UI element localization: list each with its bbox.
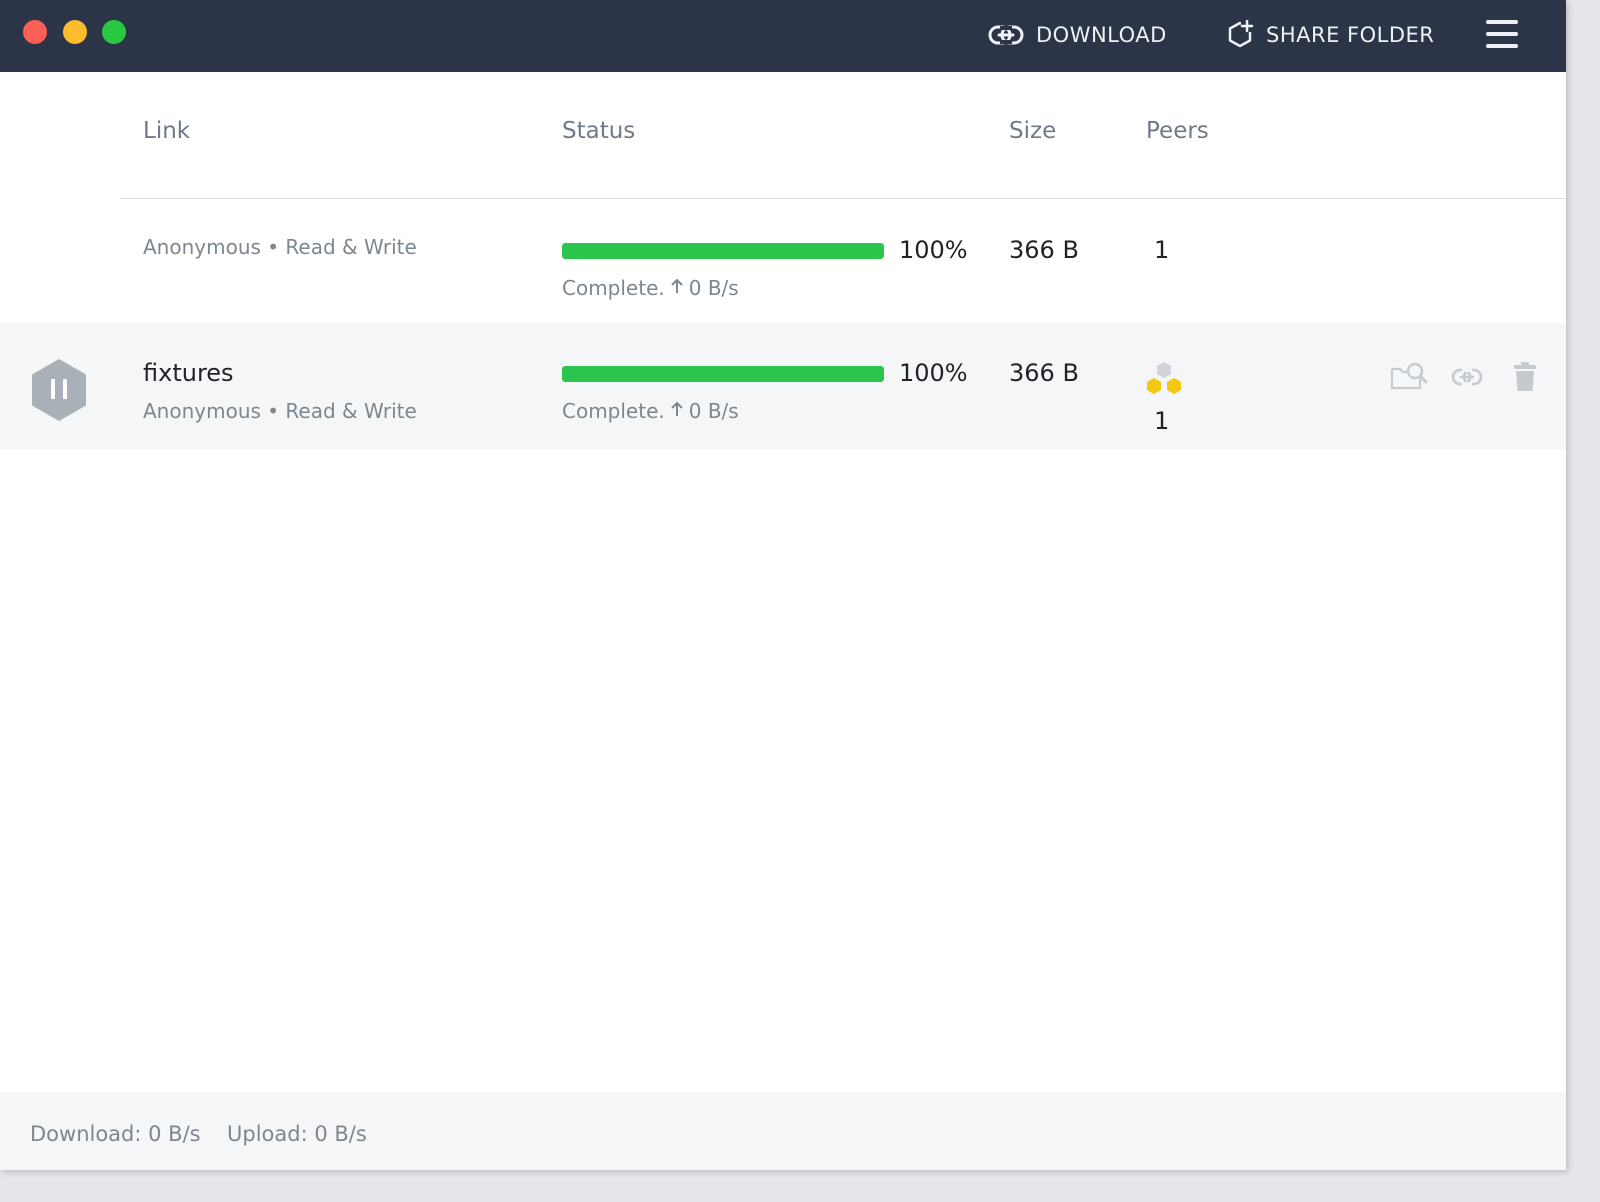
share-folder-button-label: SHARE FOLDER (1266, 23, 1435, 47)
window-zoom-button[interactable] (102, 20, 126, 44)
title-bar: DOWNLOAD SHARE FOLDER (0, 0, 1566, 72)
size-value: 366 B (1009, 236, 1079, 264)
peers-count: 1 (1154, 407, 1170, 435)
arrow-up-icon (669, 399, 685, 423)
share-folder-button[interactable]: SHARE FOLDER (1226, 17, 1434, 53)
footer-upload-rate: Upload: 0 B/s (227, 1122, 367, 1146)
size-value: 366 B (1009, 359, 1079, 387)
table-row[interactable]: Anonymous • Read & Write 100% Complete. … (0, 200, 1566, 323)
table-row[interactable]: fixtures Anonymous • Read & Write 100% C… (0, 323, 1566, 449)
upload-rate: 0 B/s (688, 399, 739, 423)
arrow-up-icon (669, 276, 685, 300)
column-header-peers: Peers (1146, 118, 1209, 144)
status-footer: Download: 0 B/s Upload: 0 B/s (0, 1092, 1566, 1170)
peers-hexagons-icon (1145, 361, 1185, 401)
column-header-status: Status (562, 118, 636, 144)
window-close-button[interactable] (23, 20, 47, 44)
status-text: Complete. (562, 276, 665, 300)
trash-icon[interactable] (1512, 361, 1538, 397)
link-icon (988, 23, 1024, 47)
progress-percent: 100% (899, 236, 968, 264)
pause-hexagon-icon[interactable] (29, 357, 89, 427)
status-text: Complete. (562, 399, 665, 423)
row-access-meta: Anonymous • Read & Write (143, 235, 417, 259)
progress-percent: 100% (899, 359, 968, 387)
progress-bar (562, 243, 884, 259)
status-line: Complete. 0 B/s (562, 399, 739, 423)
peers-count: 1 (1154, 236, 1170, 264)
link-icon[interactable] (1451, 366, 1483, 392)
progress-bar-fill (562, 243, 884, 259)
header-divider (120, 198, 1566, 199)
status-line: Complete. 0 B/s (562, 276, 739, 300)
app-window: DOWNLOAD SHARE FOLDER Link Status Siz (0, 0, 1566, 1170)
upload-rate: 0 B/s (688, 276, 739, 300)
column-header-link: Link (143, 118, 191, 144)
footer-download-rate: Download: 0 B/s (30, 1122, 201, 1146)
progress-bar (562, 366, 884, 382)
row-access-meta: Anonymous • Read & Write (143, 399, 417, 423)
window-minimize-button[interactable] (63, 20, 87, 44)
column-header-size: Size (1009, 118, 1057, 144)
hexagon-plus-icon (1226, 20, 1254, 50)
download-button-label: DOWNLOAD (1036, 23, 1167, 47)
download-button[interactable]: DOWNLOAD (988, 17, 1167, 53)
hamburger-menu-icon[interactable] (1484, 18, 1520, 54)
folder-name[interactable]: fixtures (143, 359, 234, 387)
folder-search-icon[interactable] (1390, 361, 1428, 395)
progress-bar-fill (562, 366, 884, 382)
